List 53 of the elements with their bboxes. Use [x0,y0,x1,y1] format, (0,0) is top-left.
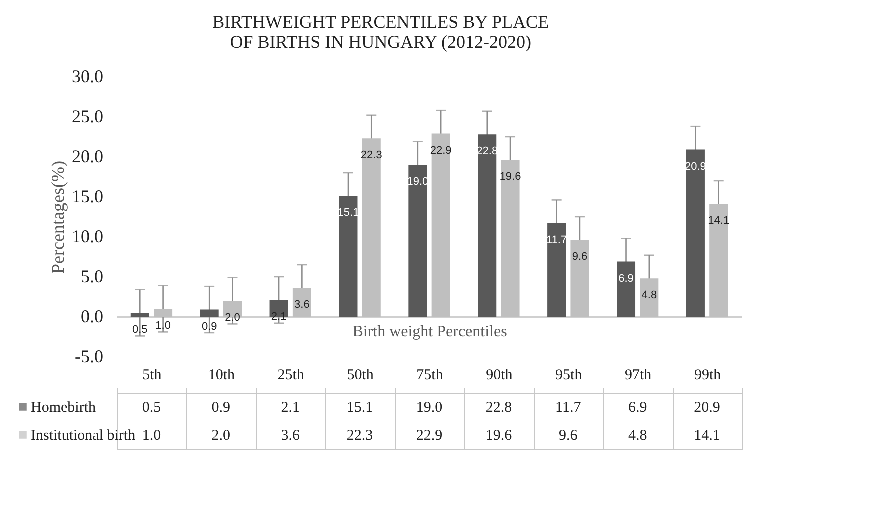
y-tick-label: 30.0 [72,66,104,86]
text: 9.6 [572,251,588,264]
data-label: 1.0 [142,428,162,444]
data-label: 0.5 [142,400,162,416]
x-tick-label: 10th [208,368,236,384]
text: 19.6 [500,171,522,184]
x-axis-title: Birth weight Percentiles [352,324,508,340]
text: 22.9 [430,144,452,157]
data-label: 0.9 [212,400,231,416]
data-label: 11.7 [556,400,582,416]
data-label: 20.9 [694,400,720,416]
x-tick-label: 50th [347,368,374,384]
text: 0.5 [132,324,148,336]
text: 15.1 [338,207,360,220]
text: 14.1 [708,215,730,228]
legend-label: Institutional birth [31,428,136,444]
y-tick-label: 0.0 [81,306,104,326]
data-label: 22.3 [346,428,374,444]
text: 22.3 [360,150,382,162]
text: 6.9 [618,272,634,285]
y-tick-label: 20.0 [72,146,104,166]
data-label: 9.6 [559,428,578,444]
data-label: 2.0 [212,428,231,444]
data-label: 6.9 [628,400,648,416]
x-tick-label: 5th [142,368,162,384]
y-axis-title: Percentages(%) [48,161,68,274]
text: 4.8 [642,290,658,302]
data-label: 2.1 [281,400,300,416]
data-label: 22.9 [416,428,443,444]
y-tick-label: -5.0 [75,346,104,366]
y-tick-label: 15.0 [72,186,104,206]
legend-label: Homebirth [31,400,96,416]
data-label: 19.6 [486,428,513,444]
text: 2.0 [225,312,240,324]
text: 1.0 [156,320,171,332]
chart-title: BIRTHWEIGHT PERCENTILES BY PLACE OF BIRTHS IN HUNGARY (2012-2020) [212,12,550,52]
data-label: 14.1 [694,428,720,444]
x-tick-label: 25th [278,368,305,384]
x-tick-label: 97th [624,368,652,384]
y-tick-label: 25.0 [72,106,104,126]
y-tick-label: 10.0 [72,226,104,246]
x-tick-label: 90th [486,368,514,384]
data-label: 19.0 [416,400,443,416]
data-label: 3.6 [281,428,300,444]
text: 0.9 [202,320,218,333]
x-tick-label: 99th [694,368,722,384]
x-tick-label: 95th [556,368,583,384]
data-label: 22.8 [486,400,512,416]
text: 3.6 [294,299,310,312]
y-tick-label: 5.0 [81,266,104,286]
data-label: 15.1 [346,400,374,416]
x-tick-label: 75th [416,368,444,384]
data-label: 4.8 [628,428,648,444]
